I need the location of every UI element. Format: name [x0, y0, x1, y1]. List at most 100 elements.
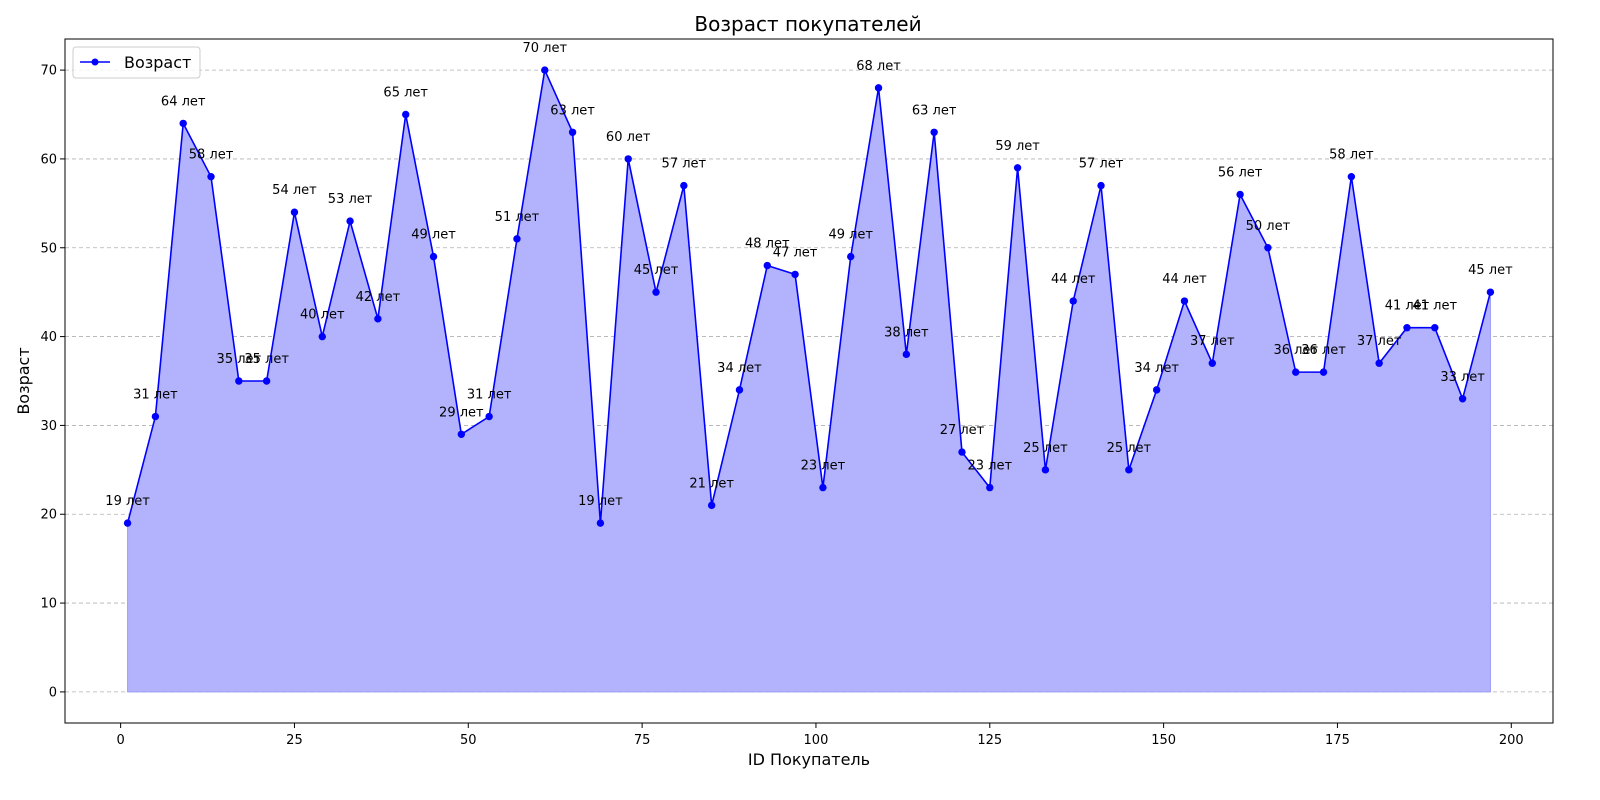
data-label: 36 лет: [1301, 343, 1346, 358]
data-point: [707, 501, 716, 510]
data-label: 25 лет: [1107, 441, 1152, 456]
y-tick-label-70: 70: [40, 64, 57, 79]
data-label: 41 лет: [1385, 299, 1430, 314]
data-label: 21 лет: [689, 476, 734, 491]
x-tick-label-25: 25: [286, 733, 303, 748]
data-label: 45 лет: [634, 263, 679, 278]
data-label: 19 лет: [578, 494, 623, 509]
data-point: [624, 155, 632, 163]
data-label: 31 лет: [133, 388, 178, 403]
data-label: 57 лет: [1079, 157, 1124, 172]
data-label: 56 лет: [1218, 165, 1263, 180]
chart-title: Возраст покупателей: [694, 12, 921, 36]
data-label: 36 лет: [1273, 343, 1318, 358]
data-point: [1319, 368, 1328, 376]
x-tick-label-50: 50: [460, 733, 477, 748]
data-label: 65 лет: [383, 86, 428, 101]
data-label: 47 лет: [773, 245, 818, 260]
data-point: [1264, 244, 1272, 252]
data-label: 70 лет: [522, 41, 567, 56]
data-label: 37 лет: [1190, 334, 1235, 349]
y-tick-label-60: 60: [40, 152, 57, 167]
data-point: [1403, 324, 1411, 332]
data-point: [541, 66, 549, 74]
data-point: [207, 172, 215, 181]
data-label: 33 лет: [1440, 370, 1485, 385]
legend: Возраст: [72, 46, 201, 79]
data-point: [1208, 359, 1216, 367]
data-label: 34 лет: [1134, 361, 1179, 376]
x-axis-label: ID Покупатель: [748, 750, 870, 769]
x-tick-label-75: 75: [634, 733, 651, 748]
data-point: [958, 448, 966, 456]
data-point: [1097, 181, 1105, 190]
data-label: 58 лет: [1329, 148, 1374, 163]
data-point: [847, 252, 855, 261]
y-tick-label-50: 50: [40, 241, 57, 256]
x-tick-label-150: 150: [1151, 733, 1176, 748]
data-point: [1236, 190, 1244, 199]
data-label: 68 лет: [856, 59, 901, 74]
data-label: 57 лет: [662, 157, 707, 172]
data-label: 23 лет: [968, 459, 1013, 474]
y-axis-ticks: 0 10 20 30 40 50 60 70: [40, 64, 65, 700]
data-label: 51 лет: [495, 210, 540, 225]
legend-marker-swatch: [91, 58, 99, 66]
y-tick-label-40: 40: [40, 330, 57, 345]
x-tick-label-0: 0: [116, 733, 124, 748]
x-tick-label-175: 175: [1325, 733, 1350, 748]
data-label: 37 лет: [1357, 334, 1402, 349]
data-label: 41 лет: [1413, 299, 1458, 314]
data-label: 49 лет: [828, 228, 873, 243]
legend-label: Возраст: [124, 53, 191, 72]
data-point: [262, 377, 271, 385]
data-point: [1069, 297, 1077, 305]
data-point: [735, 386, 744, 394]
data-label: 58 лет: [189, 148, 234, 163]
data-point: [874, 84, 883, 92]
data-point: [513, 235, 521, 243]
data-point: [1125, 466, 1133, 474]
data-label: 38 лет: [884, 325, 929, 340]
data-label: 54 лет: [272, 183, 317, 198]
data-point: [179, 119, 187, 128]
data-label: 25 лет: [1023, 441, 1068, 456]
data-point: [791, 270, 799, 279]
data-label: 35 лет: [244, 352, 289, 367]
data-label: 34 лет: [717, 361, 762, 376]
data-label: 50 лет: [1246, 219, 1291, 234]
data-point: [318, 332, 326, 341]
data-point: [930, 128, 938, 136]
data-label: 29 лет: [439, 405, 484, 420]
data-point: [123, 519, 132, 527]
data-point: [457, 430, 466, 438]
data-point: [596, 519, 605, 527]
y-tick-label-20: 20: [40, 508, 57, 523]
data-label: 64 лет: [161, 94, 206, 109]
data-label: 42 лет: [356, 290, 401, 305]
data-point: [402, 110, 410, 119]
data-point: [1041, 466, 1050, 474]
data-label: 49 лет: [411, 228, 456, 243]
data-label: 59 лет: [995, 139, 1040, 154]
data-point: [346, 217, 354, 225]
data-label: 19 лет: [105, 494, 150, 509]
y-tick-label-0: 0: [49, 685, 57, 700]
data-point: [1152, 386, 1161, 394]
data-point: [986, 483, 994, 492]
data-point: [1458, 395, 1467, 403]
data-label: 44 лет: [1162, 272, 1207, 287]
data-point: [374, 315, 382, 323]
y-axis-label: Возраст: [14, 347, 33, 414]
data-point: [902, 350, 911, 359]
data-point: [1180, 297, 1189, 305]
data-point: [429, 252, 438, 261]
data-label: 40 лет: [300, 308, 345, 323]
data-point: [1292, 368, 1300, 376]
series-line-layer: [126, 67, 1492, 524]
x-axis-ticks: 0 25 50 75 100 125 150 175 200: [116, 723, 1524, 748]
data-label: 60 лет: [606, 130, 651, 145]
data-label: 63 лет: [550, 103, 595, 118]
data-label: 27 лет: [940, 423, 985, 438]
